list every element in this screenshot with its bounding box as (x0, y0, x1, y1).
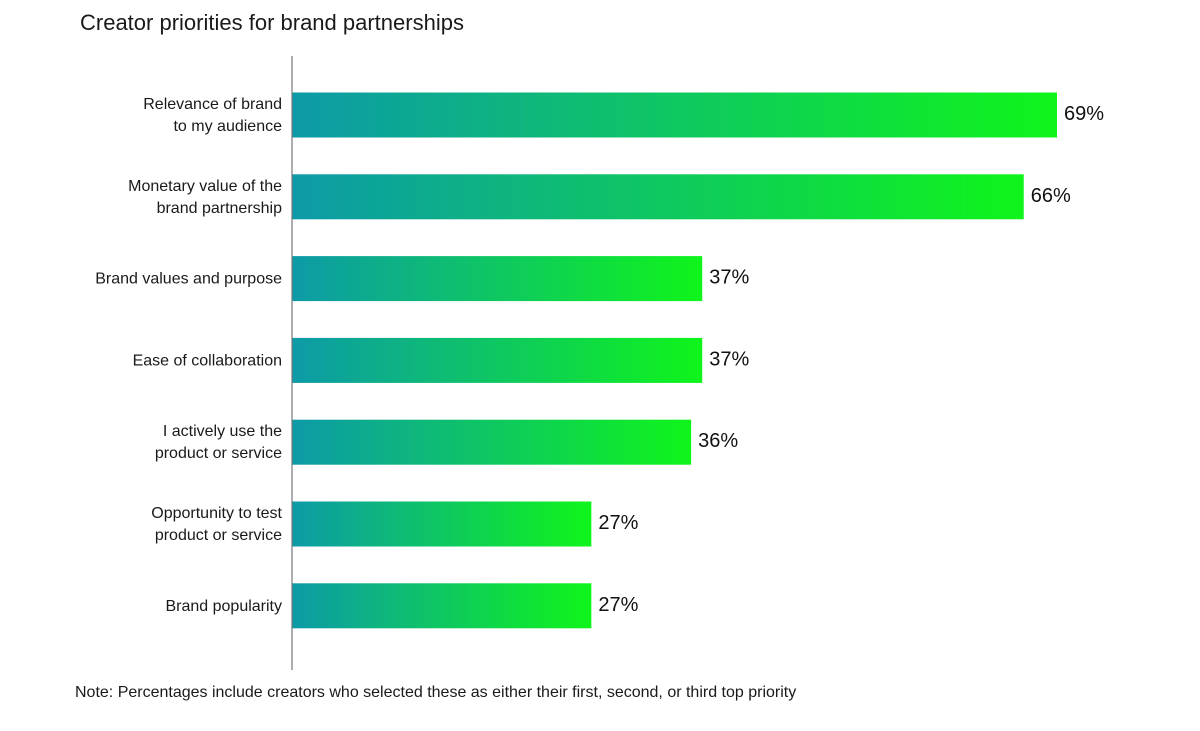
value-label-5: 36% (698, 430, 738, 452)
category-label-3: Brand values and purpose (95, 271, 282, 288)
value-label-6: 27% (598, 512, 638, 534)
bar-1 (292, 92, 1057, 138)
category-label-5: I actively use the product or service (155, 423, 282, 462)
category-label-2: Monetary value of the brand partnership (128, 178, 282, 217)
value-label-4: 37% (709, 348, 749, 370)
chart-note: Note: Percentages include creators who s… (75, 684, 797, 701)
value-labels: 69% 66% 37% 37% 36% 27% 27% (598, 103, 1104, 616)
category-label-4: Ease of collaboration (133, 352, 282, 369)
bar-4 (292, 337, 703, 383)
category-labels: Relevance of brand to my audience Monetary… (95, 96, 282, 615)
bar-5 (292, 419, 692, 465)
value-label-2: 66% (1031, 185, 1071, 207)
value-label-7: 27% (598, 594, 638, 616)
chart-title: Creator priorities for brand partnership… (80, 10, 464, 35)
category-label-7: Brand popularity (165, 598, 282, 615)
category-label-6: Opportunity to test product or service (151, 505, 282, 544)
bar-7 (292, 583, 592, 629)
bars-group (292, 92, 1057, 629)
category-label-1: Relevance of brand to my audience (143, 96, 282, 135)
bar-6 (292, 501, 592, 547)
value-label-1: 69% (1064, 103, 1104, 125)
bar-3 (292, 256, 703, 302)
bar-2 (292, 174, 1024, 220)
value-label-3: 37% (709, 267, 749, 289)
